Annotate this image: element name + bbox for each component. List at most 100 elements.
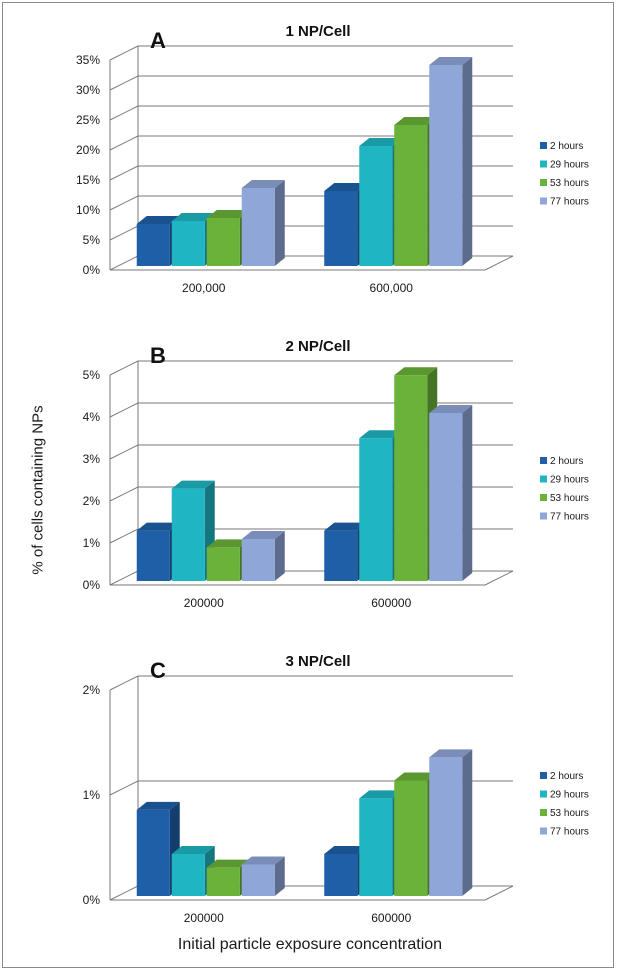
bar-front [206,867,240,896]
bar-front [359,438,393,581]
legend-label: 2 hours [550,771,583,782]
bar-top [324,183,368,191]
legend-swatch [540,772,547,779]
gridline-diagonal [109,675,139,691]
bar-top [394,117,438,125]
bar-top [359,430,403,439]
bar-front [241,188,275,266]
legend-label: 77 hours [550,512,589,523]
bar-front [359,146,393,266]
bar-front [171,854,205,896]
legend-label: 53 hours [550,178,589,189]
x-axis-label: Initial particle exposure concentration [177,936,443,953]
legend-swatch [540,160,547,168]
floor-edge [484,570,514,586]
bar-top [206,539,250,548]
bar-top [171,846,215,854]
legend-swatch [540,142,547,149]
bar-top [359,790,403,799]
bar-top [136,801,180,810]
gridline-diagonal [109,75,139,91]
bar-front [429,65,463,266]
bar-top [136,216,180,224]
bar [136,801,180,896]
bar-front [324,191,358,266]
x-tick-label: 600000 [371,911,411,925]
bar-front [136,809,170,896]
gridline-diagonal [109,225,139,241]
bar-top [206,859,250,868]
gridline-diagonal [109,360,139,376]
floor-edge [484,885,514,901]
bar-top [136,522,180,531]
gridline-diagonal [109,135,139,151]
x-tick-label: 200000 [184,911,224,925]
y-tick-label: 3% [83,452,101,466]
bar-front [429,413,463,581]
gridline-diagonal [109,165,139,181]
legend-swatch [540,809,547,816]
chart-panel-b: 0% 1% 2% 3% 4% 5% 200000 600000 B 2 NP/Cell 2 hour… [83,338,589,610]
gridline-diagonal [109,570,139,586]
legend-label: 77 hours [550,197,589,208]
legend-swatch [540,827,547,835]
legend-swatch [540,475,547,483]
bar-front [324,854,358,896]
bar-top [171,213,215,221]
legend-swatch [540,197,547,205]
bar-side [462,405,473,581]
legend-label: 2 hours [550,456,583,467]
bar-front [171,488,205,581]
legend-label: 53 hours [550,808,589,819]
y-tick-label: 0% [83,578,101,592]
bar-top [241,531,285,539]
y-tick-label: 25% [76,113,100,127]
chart-panel-a: 0% 5% 10% 15% 20% 25% 30% 35% 200,000 600,000 A 1 N… [76,23,589,295]
bar [429,405,473,581]
bar-top [359,138,403,146]
legend-label: 29 hours [550,160,589,171]
gridline-diagonal [109,885,139,901]
x-tick-label: 200000 [184,596,224,610]
bar-top [429,405,473,413]
y-tick-label: 5% [83,233,101,247]
x-tick-label: 600000 [371,596,411,610]
bar-side [462,749,473,896]
bar [241,856,285,896]
bar [241,531,285,581]
bar-front [394,125,428,266]
legend-label: 77 hours [550,827,589,838]
y-tick-label: 5% [83,368,101,382]
y-axis-label: % of cells containing NPs [29,405,47,575]
panel-letter: A [150,28,166,53]
bar-top [171,480,215,489]
bar-front [429,757,463,896]
legend-swatch [540,457,547,464]
legend-label: 2 hours [550,141,583,152]
bar-front [206,547,240,581]
bar-front [241,864,275,896]
y-tick-label: 20% [76,143,100,157]
gridline-diagonal [109,45,139,61]
bar [429,749,473,896]
bar-top [241,856,285,865]
legend-swatch [540,494,547,501]
gridline-diagonal [109,780,139,796]
bar-front [241,539,275,581]
bar-side [274,180,285,266]
panel-letter: B [150,343,166,368]
gridline-diagonal [109,255,139,271]
chart-title: 1 NP/Cell [285,23,350,40]
gridline-diagonal [109,444,139,460]
legend-label: 53 hours [550,493,589,504]
bar-top [206,210,250,218]
y-tick-label: 15% [76,173,100,187]
y-tick-label: 10% [76,203,100,217]
legend-swatch [540,790,547,798]
bar-front [136,224,170,266]
bar-front [171,221,205,266]
bar [241,180,285,266]
y-tick-label: 4% [83,410,101,424]
bar-top [324,522,368,531]
